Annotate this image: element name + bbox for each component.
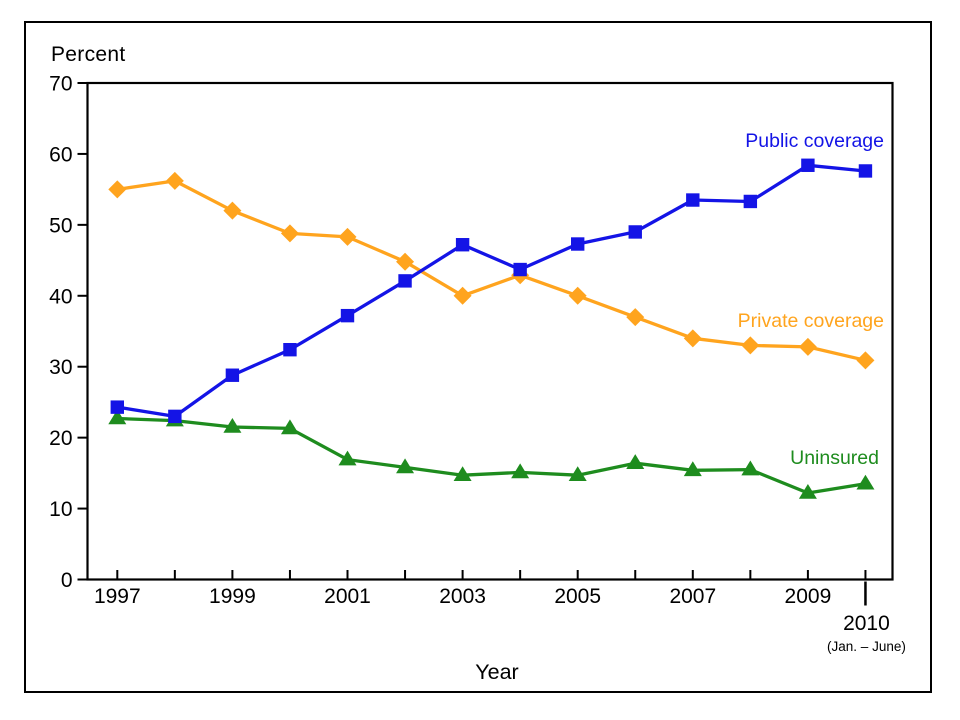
y-tick-label: 30 — [49, 356, 72, 379]
plot-border — [86, 81, 894, 581]
y-tick-label: 0 — [61, 569, 73, 592]
series-marker-uninsured — [856, 474, 875, 490]
series-marker-public-coverage — [455, 238, 470, 252]
series-marker-private-coverage — [108, 180, 127, 199]
series-marker-private-coverage — [741, 336, 760, 355]
x-tick-label: 2003 — [439, 585, 486, 608]
series-marker-uninsured — [568, 466, 587, 482]
x-tick-label: 1999 — [209, 585, 256, 608]
series-marker-public-coverage — [571, 237, 585, 251]
y-axis-title: Percent — [51, 43, 126, 66]
series-marker-public-coverage — [743, 194, 758, 209]
series-marker-public-coverage — [858, 164, 873, 178]
series-marker-uninsured — [511, 463, 530, 479]
series-marker-uninsured — [798, 483, 817, 499]
series-marker-private-coverage — [223, 201, 242, 220]
x-tick-label: 2007 — [669, 585, 716, 608]
series-marker-public-coverage — [340, 308, 355, 323]
series-marker-uninsured — [741, 460, 760, 476]
series-marker-private-coverage — [856, 351, 875, 370]
series-marker-public-coverage — [225, 368, 240, 382]
x-final-sublabel: (Jan. – June) — [827, 639, 906, 654]
series-marker-private-coverage — [338, 227, 357, 246]
series-marker-public-coverage — [398, 274, 412, 288]
series-marker-uninsured — [453, 466, 472, 482]
x-tick-label: 1997 — [94, 585, 141, 608]
series-marker-public-coverage — [686, 193, 700, 207]
series-marker-private-coverage — [453, 286, 472, 305]
y-tick-label: 50 — [49, 214, 72, 237]
series-label-private-coverage: Private coverage — [738, 310, 884, 332]
y-tick-label: 10 — [49, 498, 72, 521]
x-tick-label: 2005 — [554, 585, 601, 608]
y-tick-label: 60 — [49, 143, 72, 166]
series-marker-public-coverage — [110, 400, 124, 414]
series-marker-uninsured — [108, 409, 127, 425]
series-marker-private-coverage — [683, 329, 702, 348]
series-marker-public-coverage — [628, 225, 642, 239]
series-marker-public-coverage — [801, 158, 815, 172]
figure-border-frame — [24, 21, 932, 693]
series-line-public-coverage — [115, 163, 868, 419]
series-label-uninsured: Uninsured — [790, 447, 879, 469]
series-marker-private-coverage — [280, 224, 299, 243]
series-marker-uninsured — [280, 419, 299, 435]
series-marker-private-coverage — [568, 286, 587, 305]
x-tick-label: 2009 — [785, 585, 832, 608]
series-marker-uninsured — [223, 418, 242, 433]
x-tick-label: 2001 — [324, 585, 371, 608]
x-axis-title: Year — [475, 660, 519, 684]
series-line-private-coverage — [115, 179, 868, 362]
y-tick-label: 70 — [49, 73, 72, 96]
series-marker-public-coverage — [168, 409, 182, 424]
series-marker-public-coverage — [283, 342, 297, 357]
series-marker-uninsured — [626, 454, 645, 469]
series-marker-private-coverage — [798, 337, 817, 356]
series-marker-private-coverage — [396, 252, 415, 271]
series-marker-uninsured — [338, 450, 357, 466]
series-marker-public-coverage — [513, 262, 527, 277]
series-marker-uninsured — [396, 458, 415, 474]
series-marker-private-coverage — [165, 171, 184, 190]
series-line-uninsured — [115, 416, 868, 495]
x-final-label: 2010 — [843, 612, 890, 635]
y-tick-label: 40 — [49, 285, 72, 308]
y-tick-label: 20 — [49, 427, 72, 450]
series-marker-private-coverage — [626, 308, 645, 327]
series-label-public-coverage: Public coverage — [745, 130, 884, 152]
series-marker-uninsured — [683, 461, 702, 477]
